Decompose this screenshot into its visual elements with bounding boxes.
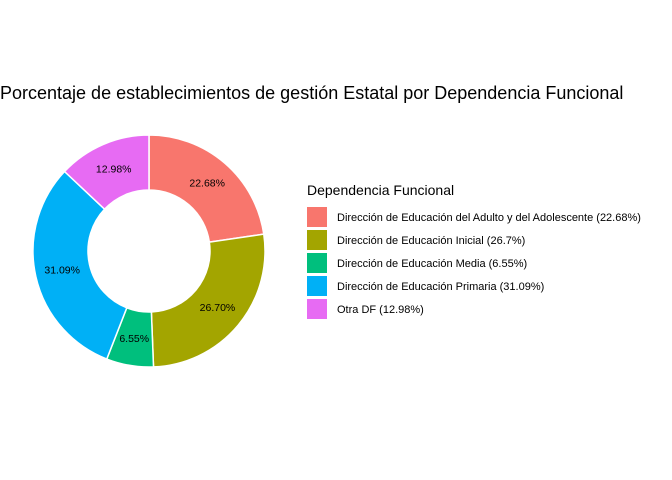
legend: Dependencia Funcional Dirección de Educa… (307, 182, 641, 319)
legend-key-direccion-de-educacion-del-adulto-y-del-adolescente (307, 207, 327, 227)
legend-label-direccion-de-educacion-primaria: Dirección de Educación Primaria (31.09%) (337, 281, 544, 293)
legend-key-direccion-de-educacion-primaria (307, 276, 327, 296)
chart-title: Porcentaje de establecimientos de gestió… (0, 83, 623, 103)
slice-label-direccion-de-educacion-inicial: 26.70% (200, 302, 236, 314)
legend-label-otra-df: Otra DF (12.98%) (337, 304, 424, 316)
slice-label-otra-df: 12.98% (96, 163, 132, 175)
donut-slices (32, 134, 266, 368)
slice-label-direccion-de-educacion-primaria: 31.09% (44, 265, 80, 277)
legend-key-otra-df (307, 299, 327, 319)
legend-key-direccion-de-educacion-media (307, 253, 327, 273)
slice-direccion-de-educacion-inicial (150, 233, 266, 368)
legend-key-direccion-de-educacion-inicial (307, 230, 327, 250)
slice-direccion-de-educacion-del-adulto-y-del-adolescente (148, 134, 265, 243)
slice-label-direccion-de-educacion-del-adulto-y-del-adolescente: 22.68% (189, 178, 225, 190)
slice-labels: 22.68% 26.70% 6.55% 31.09% 12.98% (44, 163, 235, 344)
legend-title: Dependencia Funcional (307, 182, 454, 198)
slice-label-direccion-de-educacion-media: 6.55% (119, 333, 149, 345)
legend-label-direccion-de-educacion-media: Dirección de Educación Media (6.55%) (337, 258, 527, 270)
legend-items: Dirección de Educación del Adulto y del … (307, 207, 641, 319)
slice-direccion-de-educacion-primaria (32, 170, 128, 361)
slice-otra-df (63, 134, 150, 211)
legend-label-direccion-de-educacion-inicial: Dirección de Educación Inicial (26.7%) (337, 235, 525, 247)
legend-label-direccion-de-educacion-del-adulto-y-del-adolescente: Dirección de Educación del Adulto y del … (337, 212, 641, 224)
